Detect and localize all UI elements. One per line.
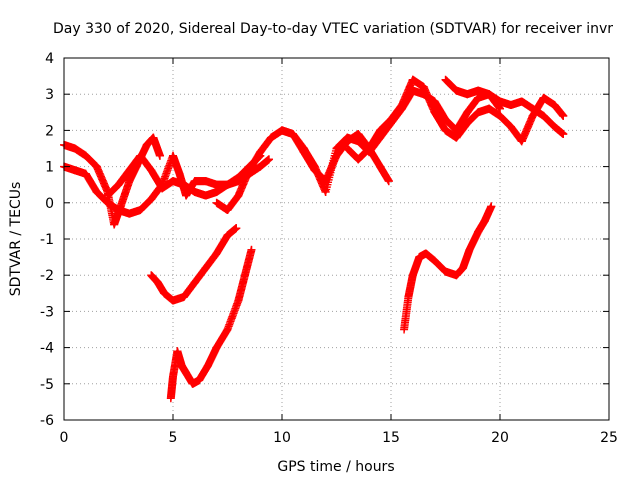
grid-layer (64, 58, 609, 420)
data-point (496, 104, 504, 113)
y-axis-label: SDTVAR / TECUs (8, 182, 24, 297)
data-point (232, 224, 241, 233)
data-point (559, 111, 568, 120)
x-tick-label: 15 (382, 430, 400, 446)
series-arc-5 (166, 245, 256, 403)
data-layer (60, 75, 568, 403)
y-tick-label: -5 (40, 377, 54, 393)
y-tick-label: -3 (40, 304, 54, 320)
series-arc-10 (400, 202, 496, 334)
series-arc-1 (60, 133, 164, 229)
y-tick-label: 0 (45, 196, 54, 212)
x-tick-label: 20 (491, 430, 509, 446)
y-tick-label: -2 (40, 268, 54, 284)
x-tick-label: 10 (273, 430, 291, 446)
data-point (264, 155, 273, 164)
series-arc-3 (103, 151, 265, 200)
series-arc-4 (147, 224, 241, 305)
series-arc-9 (441, 75, 568, 139)
y-tick-label: 1 (45, 160, 54, 176)
y-tick-label: -1 (40, 232, 54, 248)
data-point (487, 202, 496, 211)
y-tick-label: -4 (40, 341, 54, 357)
data-point (559, 130, 568, 139)
y-tick-label: -6 (40, 413, 54, 429)
y-tick-label: 2 (45, 123, 54, 139)
tick-layer: 0 5 10 15 20 25 -6 -5 -4 -3 -2 -1 0 1 2 3 4 (40, 51, 618, 446)
chart-title: Day 330 of 2020, Sidereal Day-to-day VTE… (53, 21, 613, 37)
y-tick-label: 3 (45, 87, 54, 103)
data-point (384, 177, 393, 186)
x-tick-label: 25 (600, 430, 618, 446)
series-arc-8 (343, 75, 568, 164)
y-tick-label: 4 (45, 51, 54, 67)
data-point (247, 245, 256, 254)
data-point (155, 151, 164, 160)
x-axis-label: GPS time / hours (277, 459, 394, 475)
x-tick-label: 0 (60, 430, 69, 446)
series-arc-6 (212, 126, 393, 215)
x-tick-label: 5 (169, 430, 178, 446)
